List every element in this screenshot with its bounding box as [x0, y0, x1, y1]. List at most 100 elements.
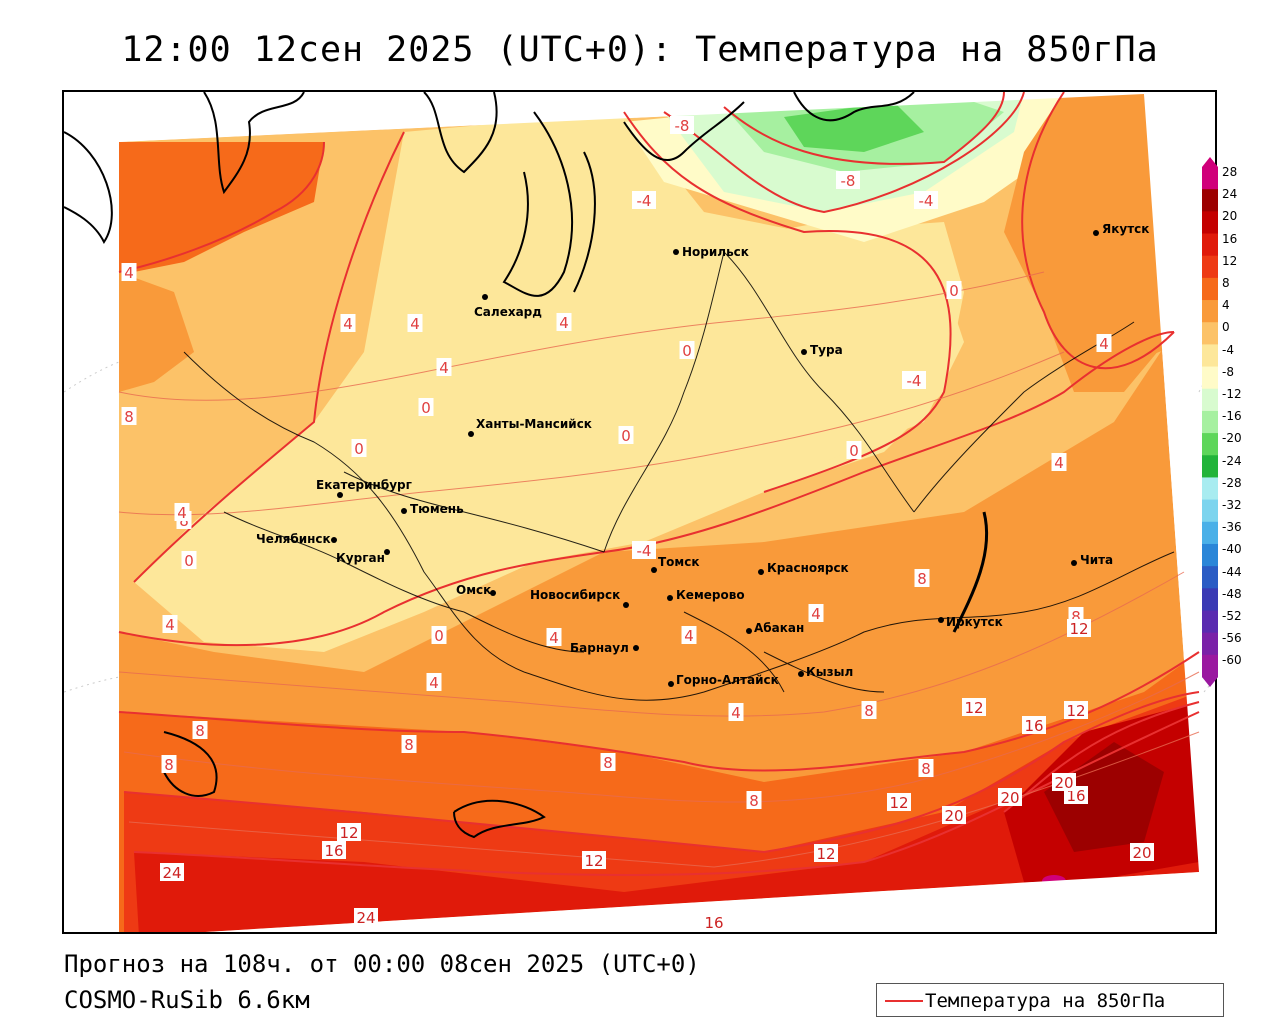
isotherm-label-bg [401, 735, 417, 753]
isotherm-value-label: 4 [731, 704, 741, 722]
city-label: Курган [336, 551, 385, 565]
city-khanty-mansiysk[interactable]: Ханты-Мансийск [468, 417, 592, 437]
isotherm-value-label: -8 [675, 117, 690, 135]
city-omsk[interactable]: Омск [456, 583, 496, 597]
colorbar-segment [1202, 588, 1218, 611]
colorbar-tick-label: 12 [1222, 253, 1238, 268]
isotherm-label-bg [836, 171, 860, 189]
isotherm-label-bg [351, 439, 367, 457]
colorbar-tick-label: -16 [1222, 409, 1242, 424]
city-tura[interactable]: Тура [801, 343, 843, 357]
colorbar [1200, 157, 1220, 687]
colorbar-segment [1202, 255, 1218, 279]
isotherm-value-label: -4 [637, 542, 652, 560]
isotherm-value-label: 4 [811, 605, 821, 623]
isotherm-value-label: 8 [917, 570, 927, 588]
isotherm-value-label: 8 [749, 792, 759, 810]
city-dot [758, 569, 764, 575]
city-label: Барнаул [570, 641, 629, 655]
temperature-map: Норильск Якутск Салехард Тура Ханты-Манс… [64, 92, 1215, 932]
temperature-field [119, 92, 1199, 932]
city-abakan[interactable]: Абакан [746, 621, 804, 635]
city-kyzyl[interactable]: Кызыл [798, 665, 853, 679]
colorbar-tick-label: -52 [1222, 609, 1242, 623]
isotherm-label-bg [426, 673, 442, 691]
isotherm-label-bg [1064, 701, 1088, 719]
city-irkutsk[interactable]: Иркутск [938, 615, 1003, 629]
isotherm-label-bg [914, 569, 930, 587]
colorbar-tick-label: -20 [1222, 431, 1242, 446]
isotherm-label-bg [436, 358, 452, 376]
city-dot [746, 628, 752, 634]
city-label: Челябинск [256, 532, 331, 546]
isotherm-value-label: 12 [964, 699, 983, 717]
city-barnaul[interactable]: Барнаул [570, 641, 639, 655]
isotherm-label-bg [407, 314, 423, 332]
city-chelyabinsk[interactable]: Челябинск [256, 532, 337, 546]
city-dot [633, 645, 639, 651]
isotherm-value-label: 20 [944, 807, 963, 825]
isotherm-value-label: 0 [949, 282, 959, 300]
legend-label: Температура на 850гПа [925, 990, 1166, 1012]
isotherm-value-label: 4 [177, 504, 187, 522]
colorbar-segment [1202, 189, 1218, 212]
city-tyumen[interactable]: Тюмень [401, 502, 464, 516]
city-dot [651, 567, 657, 573]
isotherm-label-bg [962, 698, 986, 716]
isotherm-label-bg [618, 426, 634, 444]
isotherm-value-label: 4 [1054, 454, 1064, 472]
isotherm-value-label: 4 [165, 616, 175, 634]
colorbar-segment [1202, 322, 1218, 345]
isotherm-label-bg [918, 759, 934, 777]
isotherm-value-label: 24 [356, 909, 375, 927]
colorbar-segment [1202, 477, 1218, 501]
colorbar-tick-label: -28 [1222, 475, 1242, 490]
city-label: Красноярск [767, 561, 849, 575]
colorbar-bottom-arrow [1202, 677, 1218, 687]
city-tomsk[interactable]: Томск [651, 555, 700, 573]
isotherm-value-label: 16 [324, 842, 343, 860]
colorbar-segment [1202, 366, 1218, 390]
isotherm-label-bg [160, 863, 184, 881]
map-panel[interactable]: Норильск Якутск Салехард Тура Ханты-Манс… [62, 90, 1217, 934]
isotherm-label-bg [192, 721, 208, 739]
city-norilsk[interactable]: Норильск [673, 245, 749, 259]
city-yakutsk[interactable]: Якутск [1093, 222, 1149, 236]
isotherm-label-bg [632, 541, 656, 559]
isotherm-label-bg [846, 441, 862, 459]
colorbar-tick-label: 16 [1222, 231, 1238, 246]
isotherm-value-label: 4 [124, 264, 134, 282]
isotherm-value-label: 0 [849, 442, 859, 460]
colorbar-tick-label: -8 [1222, 364, 1234, 379]
isotherm-label-bg [998, 788, 1022, 806]
city-kemerovo[interactable]: Кемерово [667, 588, 745, 602]
isotherm-label-bg [746, 791, 762, 809]
city-krasnoyarsk[interactable]: Красноярск [758, 561, 849, 575]
isotherm-value-label: 0 [682, 342, 692, 360]
model-name: COSMO-RuSib 6.6км [64, 986, 310, 1014]
city-dot [1071, 560, 1077, 566]
city-salekhard[interactable]: Салехард [474, 294, 542, 319]
city-dot [673, 249, 679, 255]
city-gorno-altaysk[interactable]: Горно-Алтайск [668, 673, 779, 687]
colorbar-tick-label: -12 [1222, 387, 1242, 401]
city-dot [623, 602, 629, 608]
isotherm-label-bg [431, 626, 447, 644]
legend-line-swatch [885, 1000, 923, 1002]
isotherm-value-label: -4 [907, 372, 922, 390]
isotherm-value-label: 8 [404, 736, 414, 754]
city-dot [798, 671, 804, 677]
city-yekaterinburg[interactable]: Екатеринбург [316, 478, 412, 498]
city-label: Салехард [474, 305, 542, 319]
city-dot [384, 549, 390, 555]
city-chita[interactable]: Чита [1071, 553, 1113, 567]
colorbar-tick-label: -24 [1222, 453, 1242, 468]
city-novosibirsk[interactable]: Новосибирск [530, 588, 629, 608]
colorbar-segment [1202, 610, 1218, 634]
isotherm-label-bg [354, 908, 378, 926]
city-kurgan[interactable]: Курган [336, 549, 390, 565]
isotherm-label-bg [1130, 843, 1154, 861]
isotherm-label-bg [1051, 453, 1067, 471]
city-dot [938, 617, 944, 623]
city-dot [490, 590, 496, 596]
